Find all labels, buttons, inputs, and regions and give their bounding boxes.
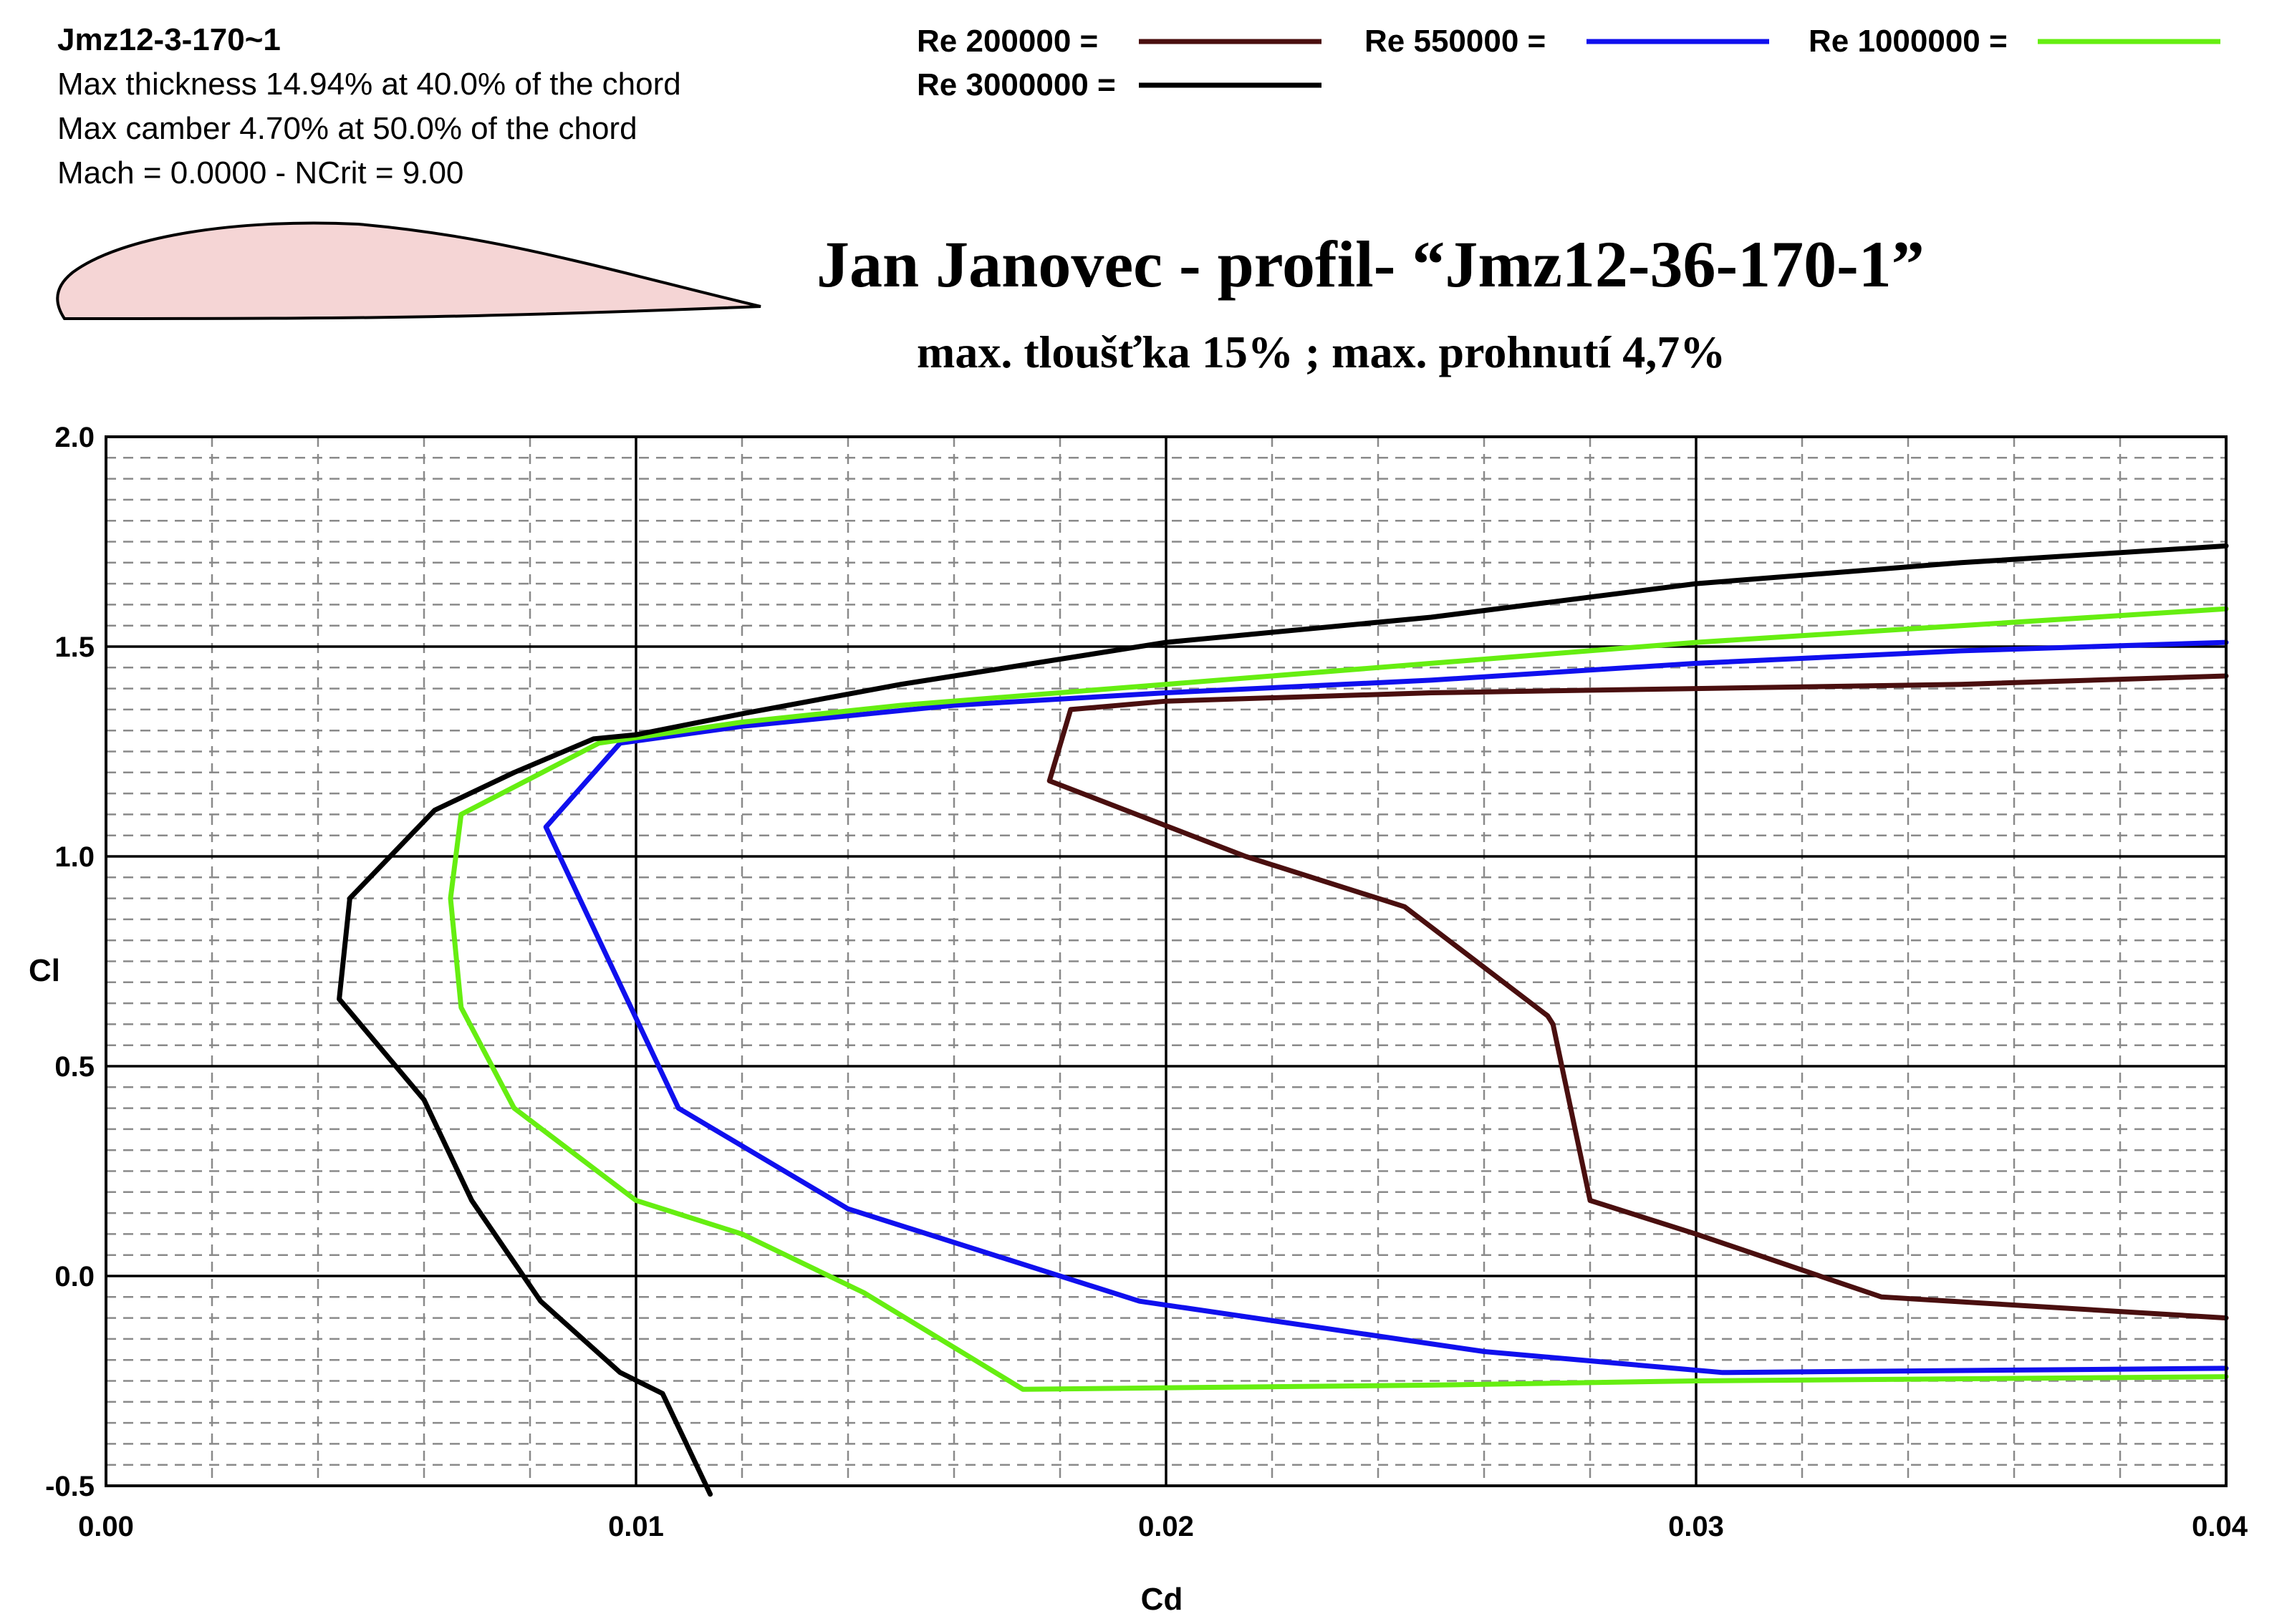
y-axis-label: Cl — [29, 953, 60, 988]
airfoil-info: Jmz12-3-170~1 Max thickness 14.94% at 40… — [57, 22, 681, 190]
legend-label-3: Re 1000000 = — [1809, 24, 2008, 59]
y-tick-label: 1.0 — [54, 841, 95, 873]
y-tick-label: 1.5 — [54, 632, 95, 663]
plot-frame — [105, 435, 2228, 1487]
series-line-1 — [1046, 673, 2229, 1321]
info-thickness: Max thickness 14.94% at 40.0% of the cho… — [57, 67, 681, 102]
y-tick-label: 2.0 — [54, 422, 95, 453]
info-camber: Max camber 4.70% at 50.0% of the chord — [57, 111, 637, 146]
legend: Re 200000 = Re 550000 = Re 1000000 = Re 300… — [917, 24, 2220, 102]
chart-title: Jan Janovec - profil- “Jmz12-36-170-1” — [817, 228, 1925, 301]
x-tick-labels: 0.00 0.01 0.02 0.03 0.04 — [78, 1511, 2248, 1542]
x-tick-label: 0.04 — [2192, 1511, 2248, 1542]
y-tick-label: 0.0 — [54, 1261, 95, 1292]
airfoil-name: Jmz12-3-170~1 — [57, 22, 281, 57]
chart-subtitle: max. tloušťka 15% ; max. prohnutí 4,7% — [917, 327, 1725, 377]
y-tick-label: -0.5 — [45, 1471, 95, 1502]
x-tick-label: 0.03 — [1668, 1511, 1724, 1542]
x-tick-label: 0.02 — [1138, 1511, 1194, 1542]
series-layer — [337, 543, 2229, 1497]
x-tick-label: 0.01 — [608, 1511, 664, 1542]
y-tick-labels: 2.0 1.5 1.0 0.5 0.0 -0.5 — [45, 422, 95, 1502]
info-mach: Mach = 0.0000 - NCrit = 9.00 — [57, 155, 463, 190]
airfoil-shape-icon — [56, 221, 761, 321]
legend-label-1: Re 200000 = — [917, 24, 1098, 59]
y-tick-label: 0.5 — [54, 1051, 95, 1083]
series-line-4 — [337, 543, 2229, 1497]
series-line-2 — [543, 639, 2229, 1376]
legend-label-2: Re 550000 = — [1364, 24, 1546, 59]
series-line-3 — [448, 606, 2229, 1392]
x-axis-label: Cd — [1141, 1582, 1183, 1617]
x-tick-label: 0.00 — [78, 1511, 134, 1542]
legend-label-4: Re 3000000 = — [917, 67, 1116, 102]
